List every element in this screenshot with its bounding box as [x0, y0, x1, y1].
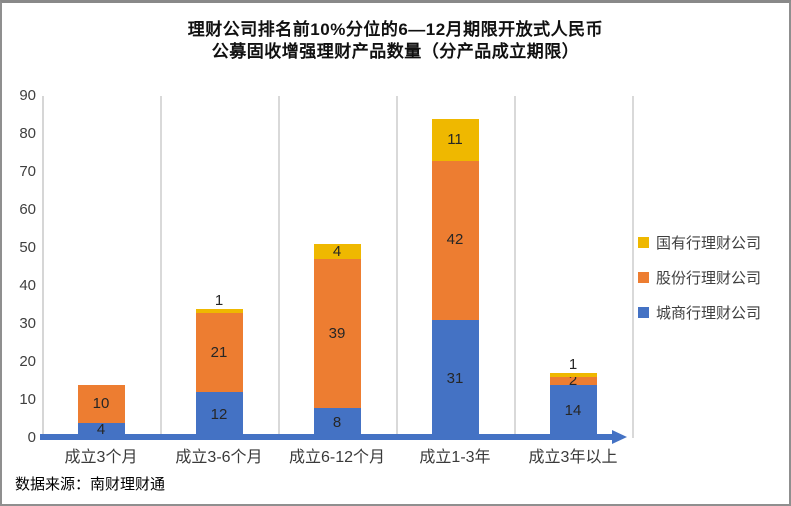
- data-label: 8: [332, 413, 342, 431]
- bar-segment-股份行理财公司: [195, 312, 243, 393]
- bar-segment-国有行理财公司: [549, 373, 597, 378]
- x-axis-arrow: [612, 430, 627, 444]
- y-axis-tick-label: 50: [19, 239, 36, 256]
- data-label: 4: [332, 242, 342, 260]
- chart-title-line1: 理财公司排名前10%分位的6—12月期限开放式人民币: [187, 20, 604, 39]
- legend-item-国有行理财公司: 国有行理财公司: [638, 225, 761, 260]
- y-axis-tick-label: 20: [19, 353, 36, 370]
- category-gridline: [396, 96, 398, 438]
- data-label: 2: [568, 372, 578, 389]
- bar-segment-股份行理财公司: [313, 259, 361, 408]
- y-axis-tick-label: 10: [19, 391, 36, 408]
- bar-segment-国有行理财公司: [313, 244, 361, 260]
- data-label: 4: [96, 421, 106, 439]
- data-label: 31: [446, 370, 464, 388]
- data-label: 1: [214, 291, 224, 309]
- bar-segment-城商行理财公司: [431, 320, 479, 438]
- legend: 国有行理财公司 股份行理财公司 城商行理财公司: [638, 225, 761, 330]
- legend-label: 股份行理财公司: [656, 270, 762, 287]
- data-label: 10: [92, 394, 110, 412]
- data-label: 14: [564, 402, 582, 420]
- category-label: 成立3年以上: [528, 449, 618, 466]
- legend-label: 城商行理财公司: [656, 305, 762, 322]
- bar-segment-国有行理财公司: [431, 118, 479, 161]
- chart-title-line2: 公募固收增强理财产品数量（分产品成立期限）: [211, 42, 580, 61]
- y-axis-tick-label: 80: [19, 125, 36, 142]
- data-label: 42: [446, 231, 464, 249]
- category-label: 成立3-6个月: [175, 449, 263, 466]
- data-label: 11: [447, 130, 463, 148]
- y-axis-line: [42, 96, 44, 438]
- legend-swatch-icon: [638, 307, 649, 318]
- y-axis-tick-label: 0: [27, 429, 36, 446]
- data-label: 1: [568, 356, 578, 374]
- legend-label: 国有行理财公司: [656, 235, 762, 252]
- y-axis-tick-label: 90: [19, 87, 36, 104]
- y-axis-tick-label: 70: [19, 163, 36, 180]
- y-axis-tick-label: 40: [19, 277, 36, 294]
- source-note: 数据来源：南财理财通: [15, 476, 166, 493]
- legend-item-城商行理财公司: 城商行理财公司: [638, 295, 761, 330]
- bar-segment-股份行理财公司: [431, 160, 479, 321]
- bar-segment-国有行理财公司: [195, 308, 243, 313]
- y-axis-tick-label: 30: [19, 315, 36, 332]
- data-label: 21: [210, 343, 228, 361]
- bar-segment-城商行理财公司: [313, 407, 361, 438]
- category-label: 成立6-12个月: [288, 449, 386, 466]
- bar-segment-城商行理财公司: [549, 384, 597, 438]
- category-label: 成立1-3年: [419, 449, 491, 466]
- y-axis-tick-label: 60: [19, 201, 36, 218]
- category-gridline: [160, 96, 162, 438]
- category-gridline: [514, 96, 516, 438]
- x-axis-baseline: [40, 434, 614, 440]
- legend-item-股份行理财公司: 股份行理财公司: [638, 260, 761, 295]
- data-label: 12: [210, 406, 228, 424]
- bar-segment-城商行理财公司: [195, 392, 243, 438]
- legend-swatch-icon: [638, 237, 649, 248]
- data-label: 39: [328, 324, 346, 342]
- bar-segment-股份行理财公司: [77, 384, 125, 423]
- bar-segment-股份行理财公司: [549, 377, 597, 385]
- legend-swatch-icon: [638, 272, 649, 283]
- chart-title: 理财公司排名前10%分位的6—12月期限开放式人民币 公募固收增强理财产品数量（…: [2, 19, 789, 63]
- category-label: 成立3个月: [64, 449, 138, 466]
- category-gridline: [278, 96, 280, 438]
- category-gridline: [632, 96, 634, 438]
